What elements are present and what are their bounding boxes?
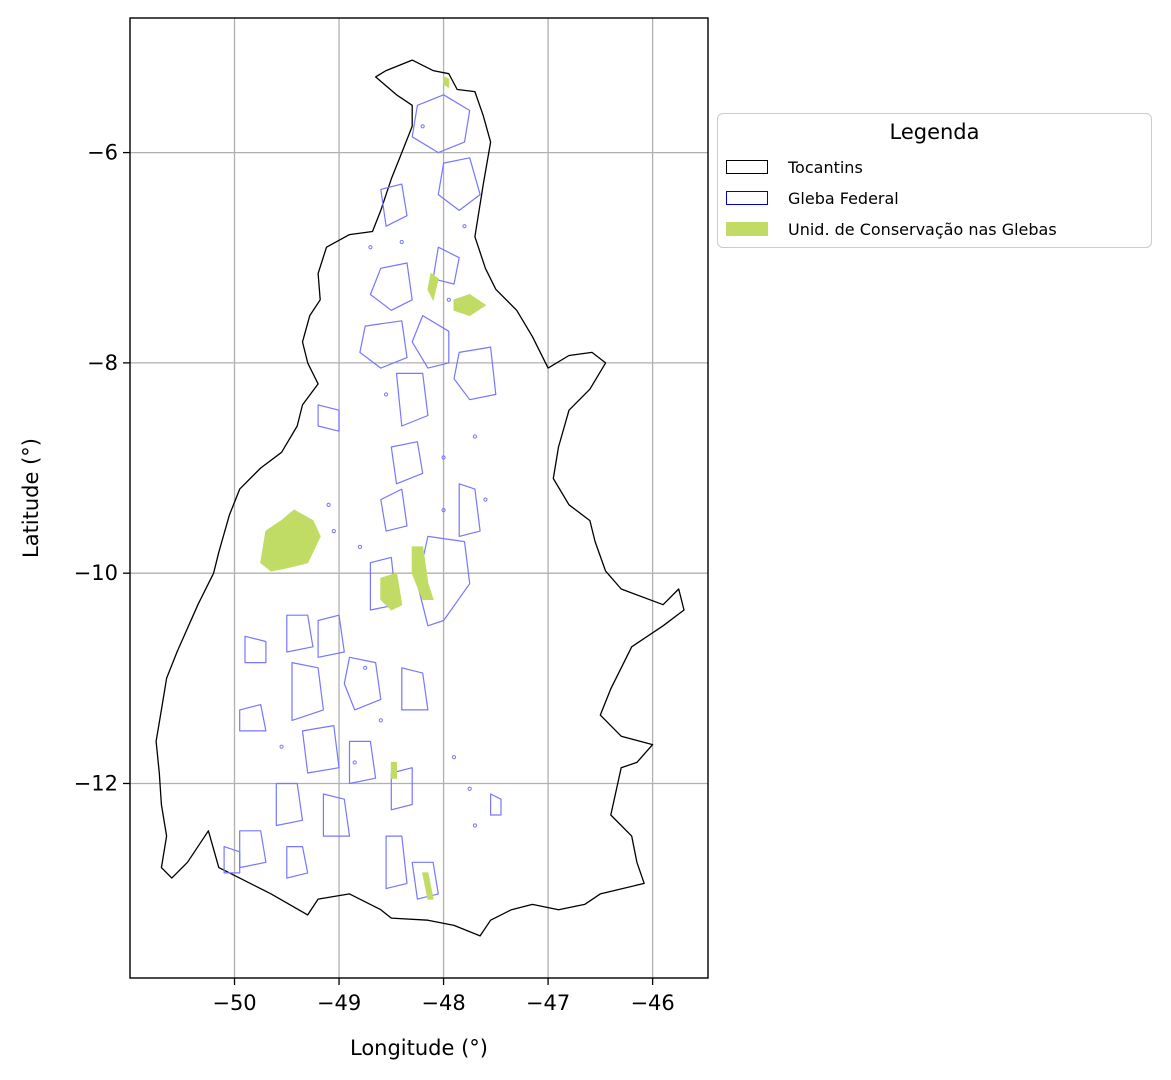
gleba-federal-9 (390, 441, 424, 485)
gleba-federal-8 (395, 372, 429, 427)
x-axis-ticks: −50 −49 −48 −47 −46 (212, 978, 675, 1015)
legend-label-gleba-federal: Gleba Federal (788, 188, 899, 208)
gleba-federal-small-12 (279, 744, 284, 749)
gleba-federal-small-18 (446, 297, 451, 302)
gleba-federal-29 (385, 835, 408, 890)
gleba-federal-31 (286, 845, 309, 879)
gleba-federal-small-15 (363, 665, 368, 670)
gridlines (130, 18, 708, 978)
gleba-federal-12 (458, 483, 481, 538)
gleba-federal-small-11 (378, 718, 383, 723)
gleba-federal-18 (291, 661, 324, 722)
gleba-federal-3 (432, 246, 460, 285)
gleba-federal-small-0 (420, 124, 425, 129)
legend: Legenda Tocantins Gleba Federal Unid. de… (717, 113, 1152, 248)
unid-conservacao-6 (422, 872, 434, 900)
gleba-federal-small-9 (451, 755, 457, 760)
y-axis-ticks: −6 −8 −10 −12 (74, 141, 130, 795)
gleba-federal-15 (317, 614, 345, 658)
y-tick-label-3: −12 (74, 771, 118, 795)
gleba-federal-small-5 (441, 455, 446, 460)
gleba-federal-24 (390, 767, 413, 811)
x-tick-label-2: −48 (421, 991, 465, 1015)
gleba-federal-17 (343, 656, 382, 711)
gleba-federal-small-19 (352, 760, 357, 765)
legend-swatch-unid-conservacao (726, 222, 768, 236)
x-tick-label-3: −47 (526, 991, 570, 1015)
gleba-federal-small-16 (472, 823, 478, 828)
unid-conservacao-4 (427, 272, 439, 302)
gleba-federal-32 (490, 793, 502, 816)
legend-item-tocantins: Tocantins (726, 154, 863, 180)
unid-conservacao-5 (390, 761, 397, 779)
gleba-federal-small-10 (467, 786, 472, 791)
legend-swatch-tocantins (726, 160, 768, 174)
gleba-federal-10 (317, 404, 340, 432)
gleba-federal-small-1 (462, 224, 467, 229)
plot-frame (129, 17, 709, 979)
gleba-federal-20 (244, 635, 267, 664)
gleba-federal-21 (239, 703, 267, 732)
gleba-federal-small-3 (383, 392, 389, 397)
tocantins-layer (155, 59, 685, 937)
legend-item-gleba-federal: Gleba Federal (726, 185, 899, 211)
gleba-federal-25 (275, 782, 304, 827)
gleba-federal-22 (301, 724, 340, 774)
map-layer (155, 59, 685, 937)
gleba-federal-small-8 (357, 544, 363, 549)
x-axis-label: Longitude (°) (350, 1036, 488, 1060)
gleba-federal-1 (437, 157, 481, 211)
gleba-federal-26 (322, 793, 351, 837)
legend-label-tocantins: Tocantins (788, 157, 863, 177)
gleba-federal-small-13 (441, 507, 446, 513)
gleba-federal-11 (380, 488, 408, 532)
unid-conservacao-7 (443, 76, 450, 89)
gleba-federal-small-2 (368, 245, 373, 250)
legend-title: Legenda (889, 120, 980, 144)
x-tick-label-4: −46 (630, 991, 674, 1015)
y-tick-label-0: −6 (87, 141, 118, 165)
plot-area (130, 18, 708, 978)
gleba-federal-small-17 (399, 239, 404, 245)
tocantins-boundary (155, 59, 685, 937)
gleba-federal-2 (380, 183, 408, 227)
gleba-federal-28 (223, 845, 241, 874)
gleba-federal-small-6 (326, 502, 331, 507)
gleba-federal-0 (411, 94, 471, 154)
gleba-federal-16 (286, 614, 314, 653)
y-tick-label-1: −8 (87, 351, 118, 375)
unid-conservacao-0 (260, 509, 321, 572)
gleba-federal-23 (348, 740, 377, 785)
unidades-conservacao-layer (260, 76, 487, 900)
y-tick-label-2: −10 (74, 561, 118, 585)
gleba-federal-6 (411, 315, 450, 369)
gleba-federal-30 (411, 861, 439, 900)
gleba-federal-small-4 (472, 434, 478, 439)
unid-conservacao-3 (453, 293, 487, 317)
gleba-federal-layer (223, 94, 502, 900)
gleba-federal-small-7 (331, 529, 336, 534)
unid-conservacao-1 (380, 572, 403, 611)
gleba-federal-4 (369, 262, 413, 311)
legend-item-unid-conservacao: Unid. de Conservação nas Glebas (726, 216, 1057, 242)
gleba-federal-7 (453, 346, 497, 401)
y-axis-label: Latitude (°) (19, 438, 43, 558)
gleba-federal-5 (359, 320, 408, 369)
x-tick-label-0: −50 (212, 991, 256, 1015)
gleba-federal-19 (401, 667, 429, 711)
legend-label-unid-conservacao: Unid. de Conservação nas Glebas (788, 219, 1057, 239)
gleba-federal-small-14 (483, 497, 488, 502)
unid-conservacao-2 (411, 546, 434, 600)
legend-swatch-gleba-federal (726, 191, 768, 205)
x-tick-label-1: −49 (317, 991, 361, 1015)
